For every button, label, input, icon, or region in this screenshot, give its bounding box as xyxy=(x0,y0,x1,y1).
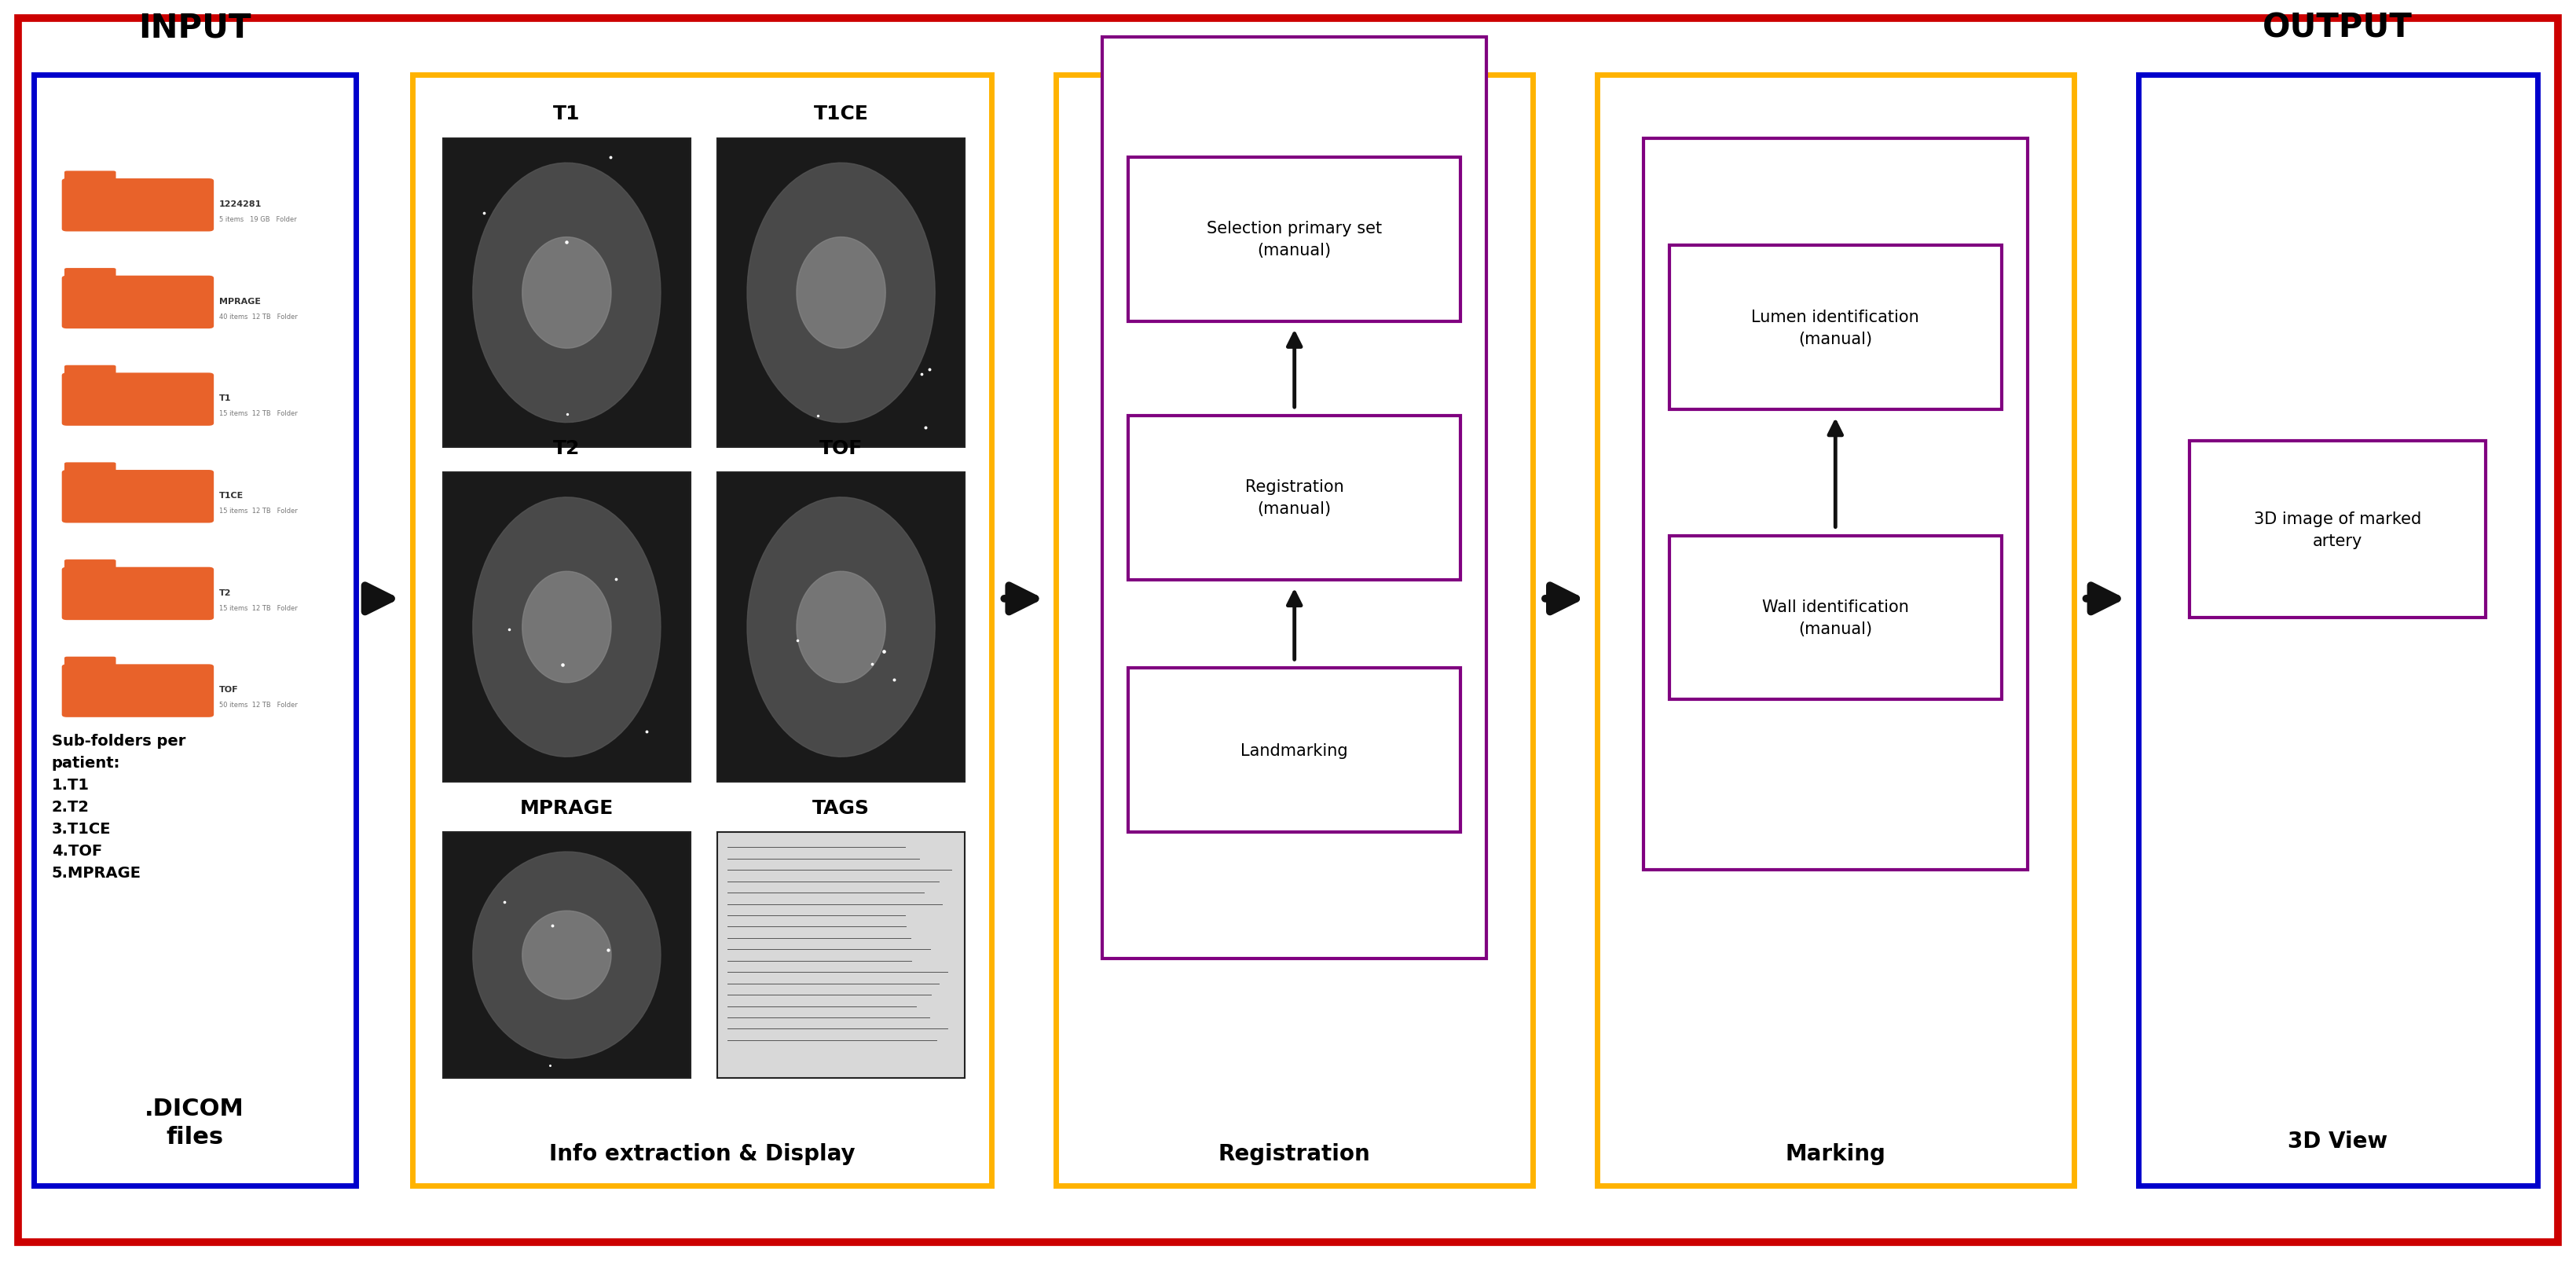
FancyBboxPatch shape xyxy=(1643,139,2027,870)
FancyBboxPatch shape xyxy=(62,470,214,523)
FancyBboxPatch shape xyxy=(1103,38,1486,958)
FancyBboxPatch shape xyxy=(62,179,214,232)
Text: TAGS: TAGS xyxy=(811,798,871,817)
Polygon shape xyxy=(474,164,659,422)
Text: Wall identification
(manual): Wall identification (manual) xyxy=(1762,599,1909,637)
FancyBboxPatch shape xyxy=(33,76,355,1185)
Polygon shape xyxy=(523,910,611,1000)
FancyBboxPatch shape xyxy=(443,473,690,782)
FancyBboxPatch shape xyxy=(1128,668,1461,832)
Text: Registration: Registration xyxy=(1218,1142,1370,1165)
FancyBboxPatch shape xyxy=(1669,536,2002,700)
Text: 50 items  12 TB   Folder: 50 items 12 TB Folder xyxy=(219,701,296,709)
FancyBboxPatch shape xyxy=(64,171,116,185)
FancyBboxPatch shape xyxy=(716,473,966,782)
FancyBboxPatch shape xyxy=(716,832,966,1078)
Text: .DICOM
files: .DICOM files xyxy=(144,1097,245,1148)
FancyBboxPatch shape xyxy=(443,139,690,448)
FancyBboxPatch shape xyxy=(64,463,116,477)
Polygon shape xyxy=(747,498,935,757)
Text: OUTPUT: OUTPUT xyxy=(2262,11,2414,44)
Text: 5 items   19 GB   Folder: 5 items 19 GB Folder xyxy=(219,216,296,223)
Polygon shape xyxy=(523,571,611,683)
FancyBboxPatch shape xyxy=(412,76,992,1185)
FancyBboxPatch shape xyxy=(62,276,214,329)
Polygon shape xyxy=(796,237,886,349)
Text: INPUT: INPUT xyxy=(139,11,250,44)
FancyBboxPatch shape xyxy=(64,560,116,574)
FancyBboxPatch shape xyxy=(64,269,116,282)
Text: T1CE: T1CE xyxy=(814,105,868,124)
FancyBboxPatch shape xyxy=(2138,76,2537,1185)
FancyBboxPatch shape xyxy=(62,567,214,620)
Text: Lumen identification
(manual): Lumen identification (manual) xyxy=(1752,309,1919,347)
Text: Info extraction & Display: Info extraction & Display xyxy=(549,1142,855,1165)
Text: 15 items  12 TB   Folder: 15 items 12 TB Folder xyxy=(219,410,296,417)
Text: MPRAGE: MPRAGE xyxy=(219,298,260,305)
Polygon shape xyxy=(474,852,659,1058)
Text: Selection primary set
(manual): Selection primary set (manual) xyxy=(1206,221,1383,259)
Polygon shape xyxy=(747,164,935,422)
Text: T1: T1 xyxy=(219,395,232,402)
Text: TOF: TOF xyxy=(219,686,240,694)
Text: TOF: TOF xyxy=(819,439,863,458)
FancyBboxPatch shape xyxy=(1669,246,2002,410)
Text: T2: T2 xyxy=(219,589,232,596)
FancyBboxPatch shape xyxy=(18,19,2558,1242)
FancyBboxPatch shape xyxy=(716,139,966,448)
FancyBboxPatch shape xyxy=(1128,416,1461,580)
FancyBboxPatch shape xyxy=(64,657,116,671)
Text: Registration
(manual): Registration (manual) xyxy=(1244,479,1345,517)
Text: 3D image of marked
artery: 3D image of marked artery xyxy=(2254,511,2421,549)
Text: MPRAGE: MPRAGE xyxy=(520,798,613,817)
Text: T1CE: T1CE xyxy=(219,492,245,499)
FancyBboxPatch shape xyxy=(443,832,690,1078)
Text: T1: T1 xyxy=(554,105,580,124)
FancyBboxPatch shape xyxy=(62,373,214,426)
Text: Landmarking: Landmarking xyxy=(1242,743,1347,758)
FancyBboxPatch shape xyxy=(1597,76,2074,1185)
Polygon shape xyxy=(523,237,611,349)
Text: Sub-folders per
patient:
1.T1
2.T2
3.T1CE
4.TOF
5.MPRAGE: Sub-folders per patient: 1.T1 2.T2 3.T1C… xyxy=(52,734,185,880)
FancyBboxPatch shape xyxy=(2190,441,2486,618)
Text: 15 items  12 TB   Folder: 15 items 12 TB Folder xyxy=(219,604,296,612)
Text: 40 items  12 TB   Folder: 40 items 12 TB Folder xyxy=(219,313,296,320)
Text: 3D View: 3D View xyxy=(2287,1130,2388,1153)
Text: 1224281: 1224281 xyxy=(219,200,263,208)
Text: 15 items  12 TB   Folder: 15 items 12 TB Folder xyxy=(219,507,296,514)
FancyBboxPatch shape xyxy=(64,366,116,380)
Polygon shape xyxy=(796,571,886,683)
Polygon shape xyxy=(474,498,659,757)
Text: T2: T2 xyxy=(554,439,580,458)
Text: Marking: Marking xyxy=(1785,1142,1886,1165)
FancyBboxPatch shape xyxy=(62,665,214,718)
FancyBboxPatch shape xyxy=(1056,76,1533,1185)
FancyBboxPatch shape xyxy=(1128,158,1461,322)
